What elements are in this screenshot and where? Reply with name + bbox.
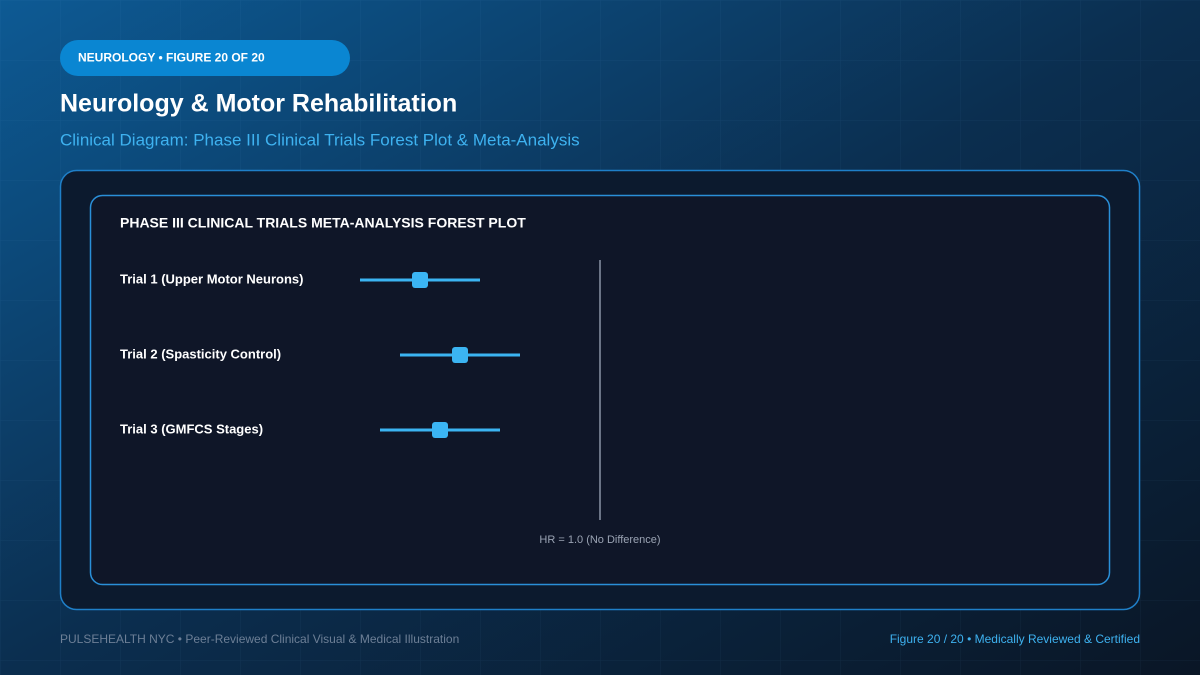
- point-estimate: [432, 422, 448, 438]
- page-subtitle: Clinical Diagram: Phase III Clinical Tri…: [60, 130, 580, 149]
- trial-label: Trial 2 (Spasticity Control): [120, 346, 281, 361]
- reference-label: HR = 1.0 (No Difference): [539, 534, 660, 546]
- chart-title: PHASE III CLINICAL TRIALS META-ANALYSIS …: [120, 215, 526, 231]
- page-title: Neurology & Motor Rehabilitation: [60, 90, 457, 118]
- badge: [60, 40, 350, 76]
- point-estimate: [412, 272, 428, 288]
- trial-label: Trial 3 (GMFCS Stages): [120, 421, 263, 436]
- footer-right: Figure 20 / 20 • Medically Reviewed & Ce…: [890, 632, 1140, 646]
- trial-label: Trial 1 (Upper Motor Neurons): [120, 271, 303, 286]
- badge-text: NEUROLOGY • FIGURE 20 OF 20: [78, 51, 265, 65]
- footer-left: PULSEHEALTH NYC • Peer-Reviewed Clinical…: [60, 632, 459, 646]
- point-estimate: [452, 347, 468, 363]
